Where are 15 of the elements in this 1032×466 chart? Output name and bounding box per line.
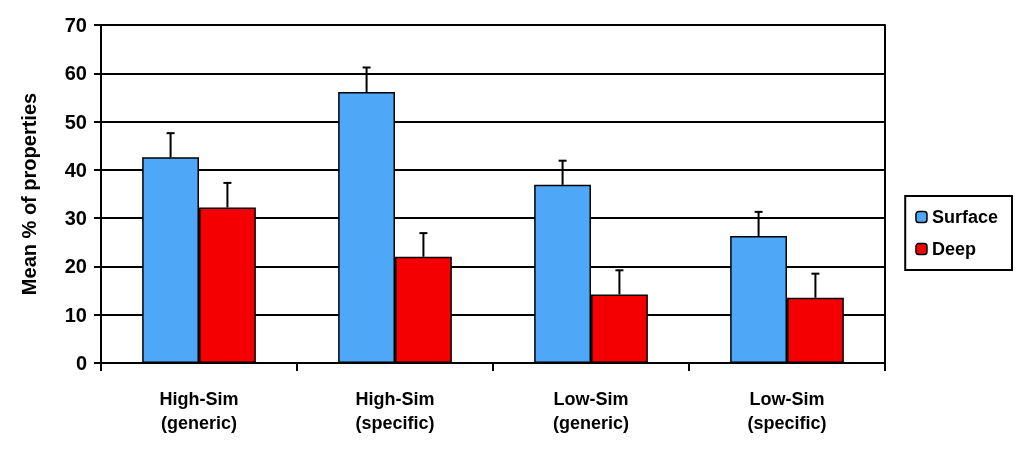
x-tick-label: High-Sim (specific) <box>355 389 435 433</box>
y-tick-label: 40 <box>64 158 87 181</box>
y-tick-label: 30 <box>64 207 87 230</box>
x-tick-label: High-Sim (generic) <box>159 389 239 433</box>
y-tick-label: 0 <box>75 352 87 374</box>
y-tick-label: 20 <box>64 255 87 278</box>
y-tick-label: 50 <box>64 110 87 133</box>
legend-label: Deep <box>931 239 976 259</box>
y-tick-label: 10 <box>64 303 87 326</box>
y-tick-label: 60 <box>64 62 87 85</box>
y-tick-label: 70 <box>64 14 87 36</box>
legend-label: Surface <box>931 207 999 227</box>
y-axis-title: Mean % of properties <box>18 92 40 296</box>
x-tick-label: Low-Sim (generic) <box>552 389 630 433</box>
x-tick-label: Low-Sim (specific) <box>747 389 827 433</box>
